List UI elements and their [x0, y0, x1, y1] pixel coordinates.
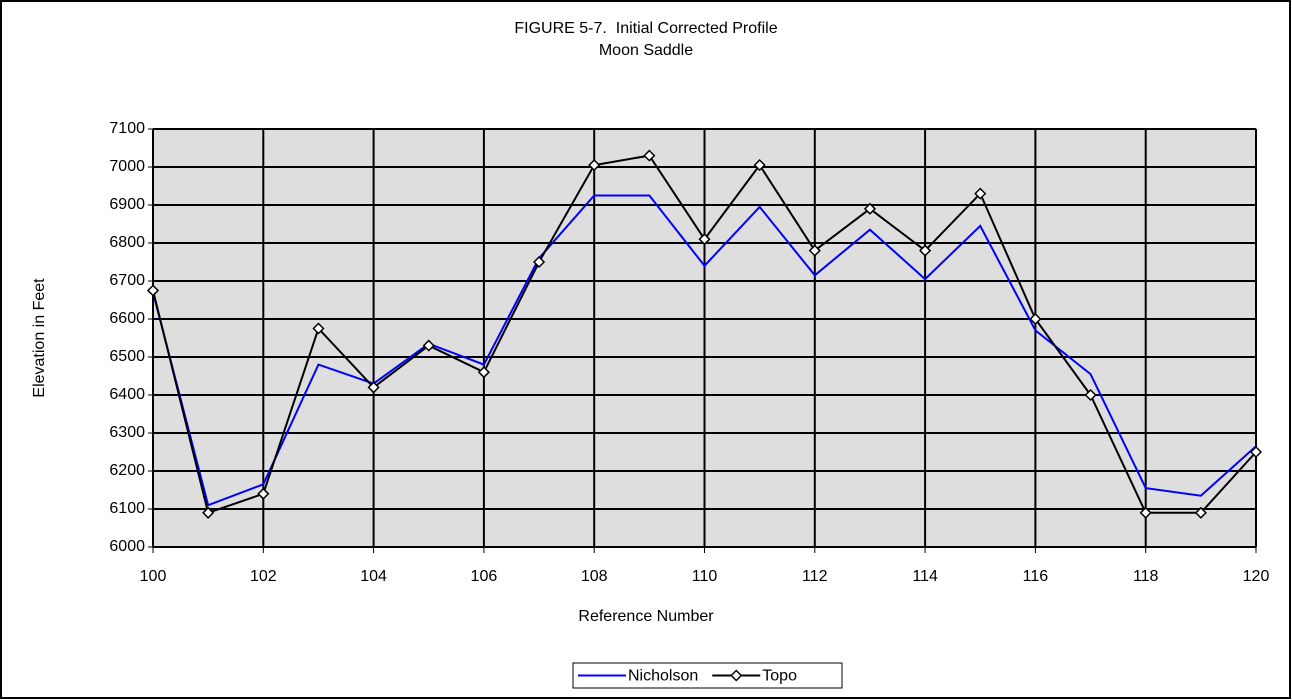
legend-marker	[730, 669, 743, 682]
point-marker	[1029, 312, 1042, 326]
y-tick-label: 6400	[109, 386, 145, 403]
x-tick-label: 118	[1133, 568, 1159, 585]
y-tick-label: 6100	[109, 500, 145, 517]
x-tick-label: 104	[360, 568, 387, 585]
x-tick-label: 116	[1023, 568, 1049, 585]
y-tick-label: 6900	[109, 196, 145, 213]
point-marker	[1139, 506, 1152, 519]
series-line	[152, 194, 1257, 507]
legend-label: Nicholson	[628, 668, 698, 685]
point-marker	[532, 255, 546, 269]
point-marker	[643, 149, 656, 162]
x-tick-label: 114	[912, 568, 938, 585]
y-tick-label: 6200	[109, 462, 145, 479]
point-marker	[1194, 506, 1207, 519]
x-tick-label: 100	[140, 568, 167, 585]
point-marker	[367, 381, 380, 394]
point-marker	[477, 366, 490, 379]
x-tick-label: 112	[802, 568, 828, 585]
point-marker	[312, 322, 325, 335]
chart-subtitle: Moon Saddle	[599, 42, 693, 59]
point-marker	[919, 244, 932, 257]
point-marker	[146, 284, 160, 297]
y-tick-label: 6700	[109, 272, 145, 289]
y-tick-label: 6600	[109, 310, 145, 327]
y-tick-label: 7000	[109, 158, 145, 175]
point-marker	[422, 339, 435, 352]
x-tick-label: 110	[692, 568, 718, 585]
legend-label: Topo	[762, 668, 797, 685]
y-tick-label: 6000	[109, 538, 145, 555]
x-tick-label: 102	[250, 568, 277, 585]
point-marker	[202, 506, 215, 519]
x-axis-label: Reference Number	[578, 608, 714, 625]
point-marker	[588, 159, 601, 172]
point-marker	[974, 187, 987, 200]
x-tick-label: 108	[581, 568, 608, 585]
point-marker	[257, 487, 270, 500]
y-tick-label: 6300	[109, 424, 145, 441]
x-tick-label: 120	[1243, 568, 1270, 585]
y-tick-label: 6500	[109, 348, 145, 365]
y-tick-label: 6800	[109, 234, 145, 251]
x-tick-label: 106	[471, 568, 498, 585]
point-marker	[698, 233, 711, 246]
point-marker	[1249, 445, 1263, 459]
point-marker	[753, 159, 766, 172]
point-marker	[1084, 388, 1097, 402]
y-axis-label: Elevation in Feet	[31, 278, 48, 398]
y-tick-label: 7100	[109, 120, 145, 137]
chart-title: FIGURE 5-7. Initial Corrected Profile	[514, 20, 777, 37]
point-marker	[863, 202, 877, 215]
point-marker	[808, 244, 821, 257]
